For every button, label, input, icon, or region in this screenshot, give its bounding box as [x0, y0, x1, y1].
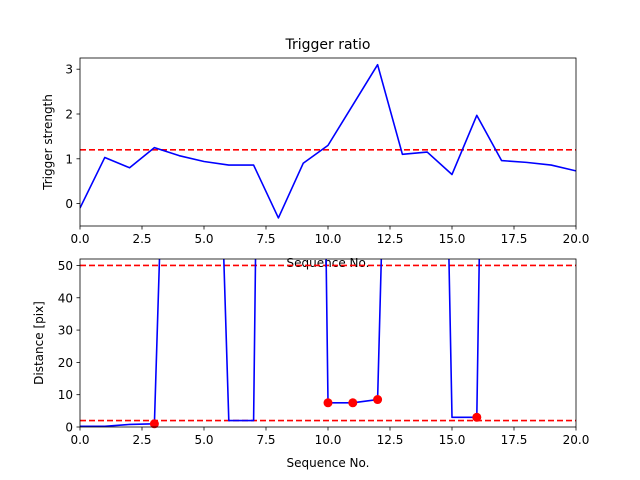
top-x-tick-label: 20.0: [563, 232, 590, 246]
bottom-x-tick-label: 5.0: [194, 433, 213, 447]
top-x-tick-label: 0.0: [70, 232, 89, 246]
top-series-line: [80, 63, 576, 219]
top-y-tick-label: 3: [65, 63, 73, 77]
bottom-x-tick-label: 15.0: [439, 433, 466, 447]
top-x-tick-label: 7.5: [256, 232, 275, 246]
top-x-tick-label: 12.5: [377, 232, 404, 246]
top-plot-title: Trigger ratio: [284, 37, 370, 53]
top-x-tick-label: 17.5: [501, 232, 528, 246]
bottom-y-tick-label: 30: [58, 324, 73, 338]
top-y-axis-label: Trigger strength: [41, 94, 55, 191]
top-x-tick-label: 10.0: [315, 232, 342, 246]
bottom-y-tick-label: 50: [58, 259, 73, 273]
bottom-marker-point: [373, 395, 383, 405]
top-plot: Trigger ratio 0.0 2.5 5.0 7.5 10.0 12.5 15.0 17…: [41, 37, 589, 270]
bottom-y-tick-label: 0: [65, 421, 73, 435]
bottom-x-tick-label: 12.5: [377, 433, 404, 447]
bottom-x-tick-label: 2.5: [132, 433, 151, 447]
top-x-tick-label: 15.0: [439, 232, 466, 246]
bottom-y-tick-label: 40: [58, 291, 73, 305]
top-x-axis-label: Sequence No.: [287, 256, 370, 270]
bottom-x-tick-label: 20.0: [563, 433, 590, 447]
bottom-marker-point: [348, 398, 358, 408]
bottom-y-tick-label: 20: [58, 356, 73, 370]
bottom-x-tick-label: 7.5: [256, 433, 275, 447]
top-x-tick-label: 5.0: [194, 232, 213, 246]
bottom-x-tick-label: 0.0: [70, 433, 89, 447]
bottom-y-tick-label: 10: [58, 388, 73, 402]
bottom-marker-point: [472, 412, 482, 422]
top-y-tick-label: 1: [65, 152, 73, 166]
top-y-tick-label: 2: [65, 108, 73, 122]
top-x-tick-label: 2.5: [132, 232, 151, 246]
bottom-plot: 0.0 2.5 5.0 7.5 10.0 12.5 15.0 17.5 20.0 0 10 20 30…: [32, 258, 590, 470]
top-y-tick-label: 0: [65, 197, 73, 211]
bottom-x-tick-label: 17.5: [501, 433, 528, 447]
bottom-marker-point: [323, 398, 333, 408]
bottom-marker-point: [149, 419, 159, 429]
bottom-x-axis-label: Sequence No.: [287, 456, 370, 470]
bottom-y-axis-label: Distance [pix]: [32, 301, 46, 385]
bottom-x-tick-label: 10.0: [315, 433, 342, 447]
